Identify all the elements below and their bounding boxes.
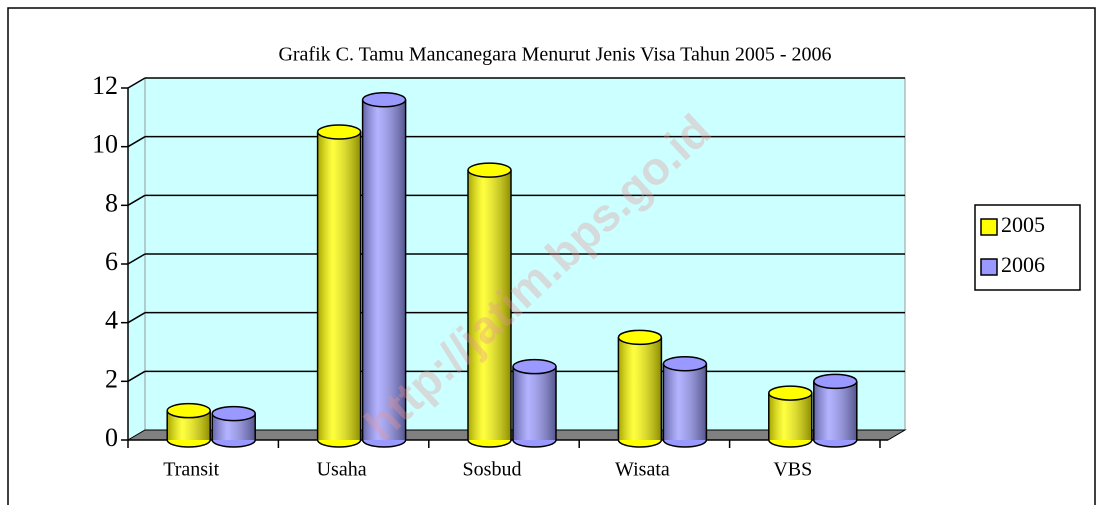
cylinder-outline — [768, 393, 813, 448]
cylinder-top — [316, 124, 362, 140]
grid-line — [127, 312, 146, 324]
y-tick-label: 10 — [92, 130, 118, 159]
legend-swatch — [980, 258, 998, 276]
cylinder-top — [361, 91, 407, 108]
x-tick-label: Transit — [163, 459, 219, 481]
x-tick-label: VBS — [773, 459, 812, 481]
y-tick-label: 12 — [92, 71, 118, 100]
chart-title: Grafik C. Tamu Mancanegara Menurut Jenis… — [278, 44, 831, 66]
cylinder-outline — [467, 170, 512, 448]
grid-line — [127, 370, 146, 382]
cylinder-outline — [662, 363, 708, 448]
cylinder — [316, 124, 362, 448]
cylinder-top — [617, 329, 663, 346]
grid-line — [127, 253, 146, 265]
cylinder — [662, 355, 708, 448]
grid-line — [127, 136, 146, 148]
cylinder — [813, 373, 858, 448]
legend-swatch — [980, 218, 998, 236]
y-tick-label: 0 — [105, 423, 118, 452]
bar-shade — [618, 337, 662, 440]
cylinder-top — [512, 358, 557, 375]
bar-shade — [813, 381, 857, 440]
cylinder-outline — [211, 413, 256, 448]
cylinder — [211, 405, 256, 448]
grid-line — [127, 77, 146, 89]
cylinder-top — [662, 355, 708, 372]
cylinder — [617, 329, 663, 448]
bar-shade — [513, 366, 556, 440]
cylinder — [166, 402, 211, 448]
frame — [7, 7, 1096, 505]
cylinder — [467, 162, 512, 448]
bar-shade — [768, 393, 812, 440]
bar-shade — [317, 132, 361, 440]
cylinder-top — [813, 373, 858, 390]
cylinder-top — [211, 405, 256, 422]
legend-label: 2005 — [1001, 212, 1045, 237]
cylinder — [768, 385, 813, 448]
legend-label: 2006 — [1001, 252, 1045, 277]
bar-shade — [468, 170, 511, 440]
y-tick-label: 8 — [105, 188, 118, 217]
cylinder — [512, 358, 557, 448]
cylinder-top — [467, 162, 512, 178]
cylinder-outline — [617, 337, 663, 448]
cylinder-top — [166, 402, 211, 419]
x-tick-label: Usaha — [317, 459, 367, 481]
bar-shade — [362, 99, 406, 440]
cylinder-outline — [361, 99, 407, 448]
cylinder-outline — [512, 366, 557, 448]
y-tick-label: 6 — [105, 247, 118, 276]
x-tick-label: Sosbud — [463, 459, 522, 481]
y-tick-label: 2 — [105, 364, 118, 393]
bar-shade — [663, 363, 707, 440]
cylinder-outline — [316, 132, 362, 448]
grid-line — [127, 194, 146, 206]
cylinder-outline — [166, 410, 211, 448]
x-tick-label: Wisata — [615, 459, 670, 481]
cylinder — [361, 91, 407, 448]
cylinder-top — [768, 385, 813, 401]
cylinder-outline — [813, 381, 858, 448]
y-tick-label: 4 — [105, 306, 118, 335]
